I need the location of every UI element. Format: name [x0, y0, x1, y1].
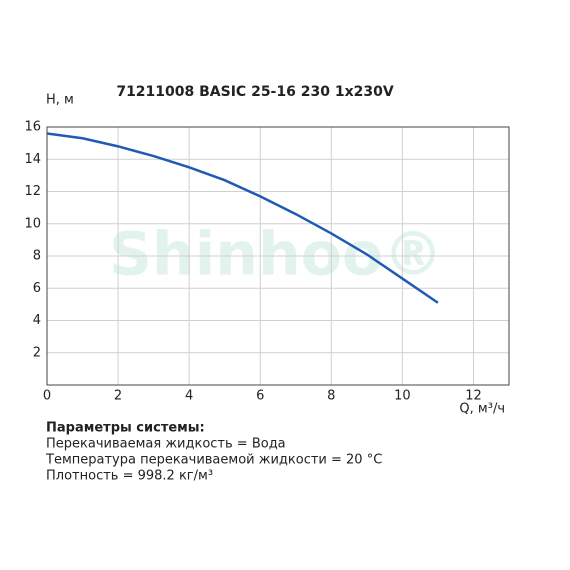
y-tick-label: 2: [33, 345, 41, 360]
x-tick-label: 0: [43, 389, 51, 404]
x-tick-label: 10: [394, 389, 411, 404]
x-tick-label: 12: [465, 389, 482, 404]
y-tick-label: 12: [24, 184, 41, 199]
x-tick-label: 6: [256, 389, 264, 404]
notes-line: Перекачиваемая жидкость = Вода: [46, 437, 286, 452]
chart-title: 71211008 BASIC 25-16 230 1x230V: [116, 84, 393, 100]
x-axis-label: Q, м³/ч: [459, 402, 505, 417]
x-tick-label: 2: [114, 389, 122, 404]
y-tick-label: 8: [33, 249, 41, 264]
plot-frame: [46, 126, 510, 386]
y-tick-label: 16: [24, 120, 41, 135]
y-tick-label: 6: [33, 281, 41, 296]
y-tick-label: 4: [33, 313, 41, 328]
watermark: Shinhoo®: [109, 220, 443, 290]
y-tick-label: 14: [24, 152, 41, 167]
x-tick-label: 8: [327, 389, 335, 404]
notes-line: Температура перекачиваемой жидкости = 20…: [45, 453, 382, 468]
y-axis-label: H, м: [46, 93, 74, 108]
x-tick-label: 4: [185, 389, 193, 404]
notes-heading: Параметры системы:: [46, 421, 205, 436]
line-series: [46, 132, 439, 304]
y-tick-label: 10: [24, 216, 41, 231]
notes-line: Плотность = 998.2 кг/м³: [46, 469, 213, 484]
